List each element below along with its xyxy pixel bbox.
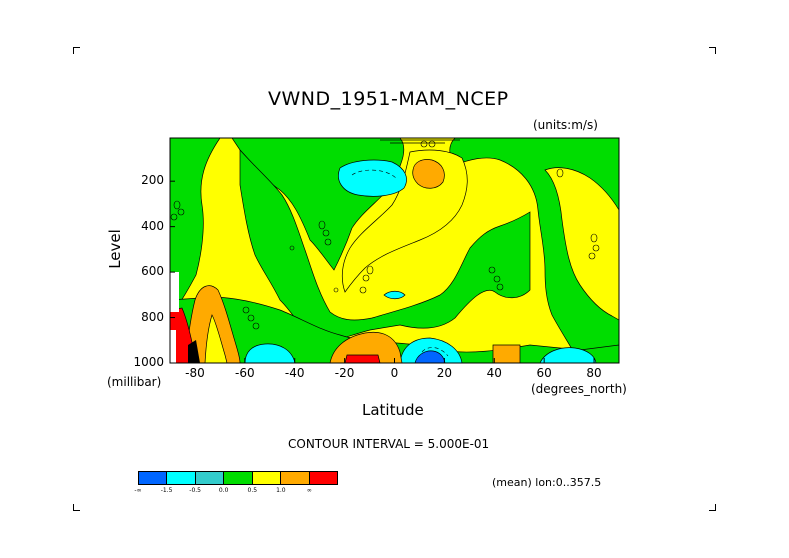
y-tick-marks [170, 180, 175, 364]
y-axis-unit: (millibar) [107, 375, 162, 389]
colorbar-label: -0.5 [189, 487, 201, 494]
x-tick-label: -40 [284, 366, 305, 380]
colorbar-segment [251, 472, 281, 484]
colorbar-segment [139, 472, 167, 484]
y-tick-label: 800 [141, 309, 164, 324]
crop-mark-bottom-left [73, 504, 80, 511]
orange-region-upper [412, 159, 445, 189]
chart-title: VWND_1951-MAM_NCEP [268, 88, 509, 110]
dark-core-polar [188, 340, 200, 363]
contour-fill-group [170, 138, 619, 363]
orange-region-surface-mid [492, 344, 521, 363]
crop-mark-top-left [73, 47, 80, 54]
missing-data-area [170, 272, 179, 312]
colorbar-labels: -∞ -1.5 -0.5 0.0 0.5 1.0 ∞ [134, 487, 338, 497]
colorbar-segment [280, 472, 309, 484]
y-axis-title: Level [105, 229, 124, 269]
green-region-mid-lower [239, 149, 531, 344]
x-tick-label: -80 [185, 366, 205, 380]
cyan-region-upper [338, 159, 407, 197]
x-tick-label: 20 [436, 366, 453, 380]
cyan-region-surface-north [539, 347, 597, 363]
x-tick-marks [194, 358, 595, 363]
cyan-region-surface-south [244, 343, 296, 363]
upper-boundary-contours [380, 139, 460, 144]
colorbar-segment [223, 472, 252, 484]
colorbar-segment [166, 472, 195, 484]
y-tick-label: 400 [141, 218, 164, 233]
colorbar-label: 0.0 [218, 487, 229, 494]
x-tick-label: 40 [486, 366, 502, 380]
x-axis-unit: (degrees_north) [531, 382, 627, 396]
yellow-patch-north-mid [544, 167, 619, 321]
crop-mark-bottom-right [709, 504, 716, 511]
crop-mark-top-right [709, 47, 716, 54]
dashed-contour-surface [421, 347, 449, 357]
contour-interval-label: CONTOUR INTERVAL = 5.000E-01 [288, 437, 490, 451]
x-tick-label: -60 [235, 366, 255, 380]
colorbar-label: 0.5 [247, 487, 258, 494]
colorbar-segment [194, 472, 224, 484]
x-tick-label: 80 [586, 366, 602, 380]
colorbar-label: 1.0 [276, 487, 286, 494]
y-tick-label: 600 [141, 264, 164, 279]
missing-data-area-low [170, 330, 176, 363]
small-zero-contours [170, 140, 600, 330]
dashed-contour-upper [351, 169, 397, 179]
colorbar-label: -1.5 [160, 487, 173, 494]
colorbar-label: -∞ [134, 487, 142, 494]
yellow-in-orange-polar [204, 314, 228, 363]
colorbar-segment [308, 472, 337, 484]
red-region-surface [344, 354, 381, 363]
y-tick-label: 1000 [133, 355, 164, 369]
cyan-region-small [383, 290, 406, 300]
x-tick-label: -20 [334, 366, 355, 380]
x-axis-title: Latitude [362, 401, 424, 419]
x-tick-label: 0 [390, 366, 399, 380]
cyan-region-surface-equator [399, 337, 463, 363]
x-tick-label: 60 [536, 366, 552, 380]
colorbar [138, 471, 338, 485]
y-tick-label: 200 [141, 173, 164, 188]
colorbar-label: ∞ [306, 487, 312, 494]
units-label: (units:m/s) [533, 118, 598, 132]
mean-longitude-label: (mean) lon:0..357.5 [492, 476, 602, 489]
